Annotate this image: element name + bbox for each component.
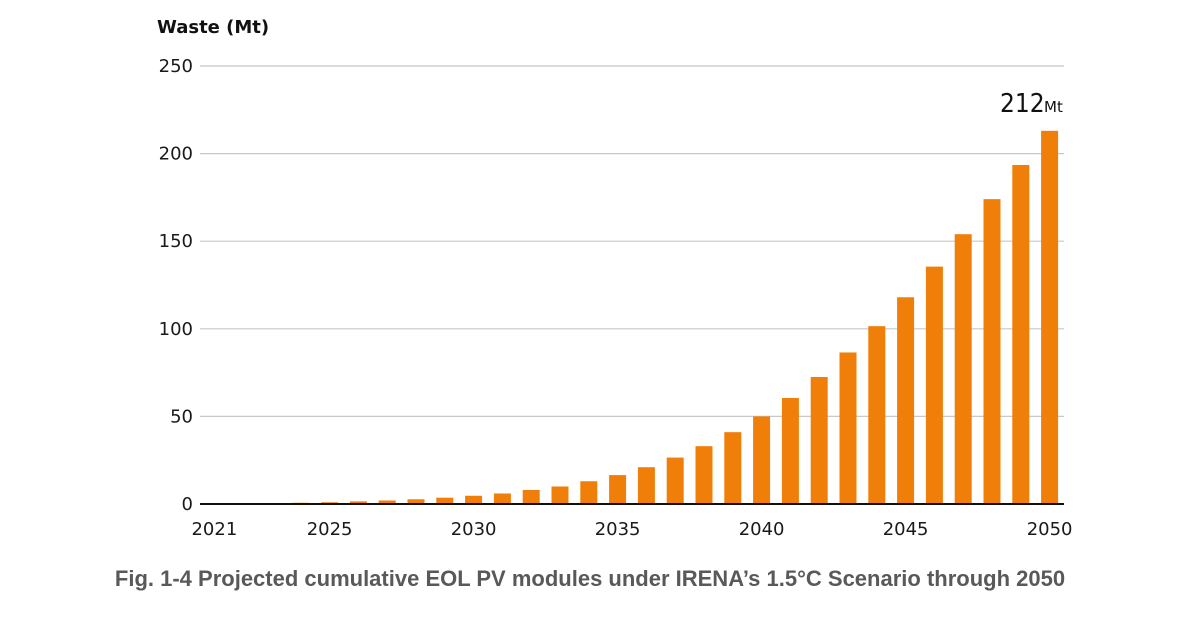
bar-2044	[868, 326, 886, 504]
bar-2049	[1012, 164, 1030, 504]
x-tick-label: 2040	[739, 519, 785, 540]
bar-2046	[925, 266, 943, 504]
x-tick-labels: 2021 2025 2030 2035 2040 2045 2050	[191, 519, 1072, 540]
bar-2030	[465, 495, 483, 504]
y-tick-label: 150	[159, 231, 193, 252]
bar-2041	[781, 398, 799, 504]
bar-2048	[983, 199, 1001, 505]
bar-2038	[695, 446, 713, 504]
bar-2039	[724, 432, 742, 504]
bar-2027	[378, 500, 396, 504]
x-tick-label: 2050	[1027, 519, 1073, 540]
bar-2042	[810, 376, 828, 504]
bar-2043	[839, 352, 857, 504]
bar-2050	[1041, 130, 1059, 504]
y-tick-label: 200	[159, 144, 193, 165]
bar-2035	[609, 475, 627, 504]
bar-2026	[349, 501, 367, 504]
bar-2045	[897, 297, 915, 504]
x-tick-label: 2021	[191, 519, 237, 540]
bar-2031	[493, 493, 511, 504]
x-tick-label: 2030	[451, 519, 497, 540]
bar-2033	[551, 486, 569, 504]
y-tick-label: 250	[159, 56, 193, 77]
gridlines	[200, 65, 1064, 417]
y-tick-label: 50	[170, 406, 193, 427]
bar-2034	[580, 481, 598, 504]
final-value-annotation: 212 Mt	[1000, 89, 1063, 119]
x-tick-label: 2025	[307, 519, 353, 540]
bar-2047	[954, 234, 972, 504]
annotation-unit: Mt	[1044, 98, 1063, 116]
figure-caption: Fig. 1-4 Projected cumulative EOL PV mod…	[114, 566, 1066, 591]
x-tick-label: 2035	[595, 519, 641, 540]
bar-2028	[407, 499, 425, 504]
bar-2029	[436, 497, 454, 504]
y-tick-labels: 0 50 100 150 200 250	[159, 56, 193, 515]
bar-2032	[522, 489, 540, 504]
bars	[205, 130, 1059, 505]
bar-2036	[637, 467, 655, 504]
bar-2040	[753, 416, 771, 504]
y-tick-label: 100	[159, 319, 193, 340]
x-tick-label: 2045	[883, 519, 929, 540]
bar-2037	[666, 457, 684, 504]
y-tick-label: 0	[182, 494, 193, 515]
y-axis-label: Waste (Mt)	[157, 17, 269, 38]
annotation-value: 212	[1000, 89, 1045, 119]
